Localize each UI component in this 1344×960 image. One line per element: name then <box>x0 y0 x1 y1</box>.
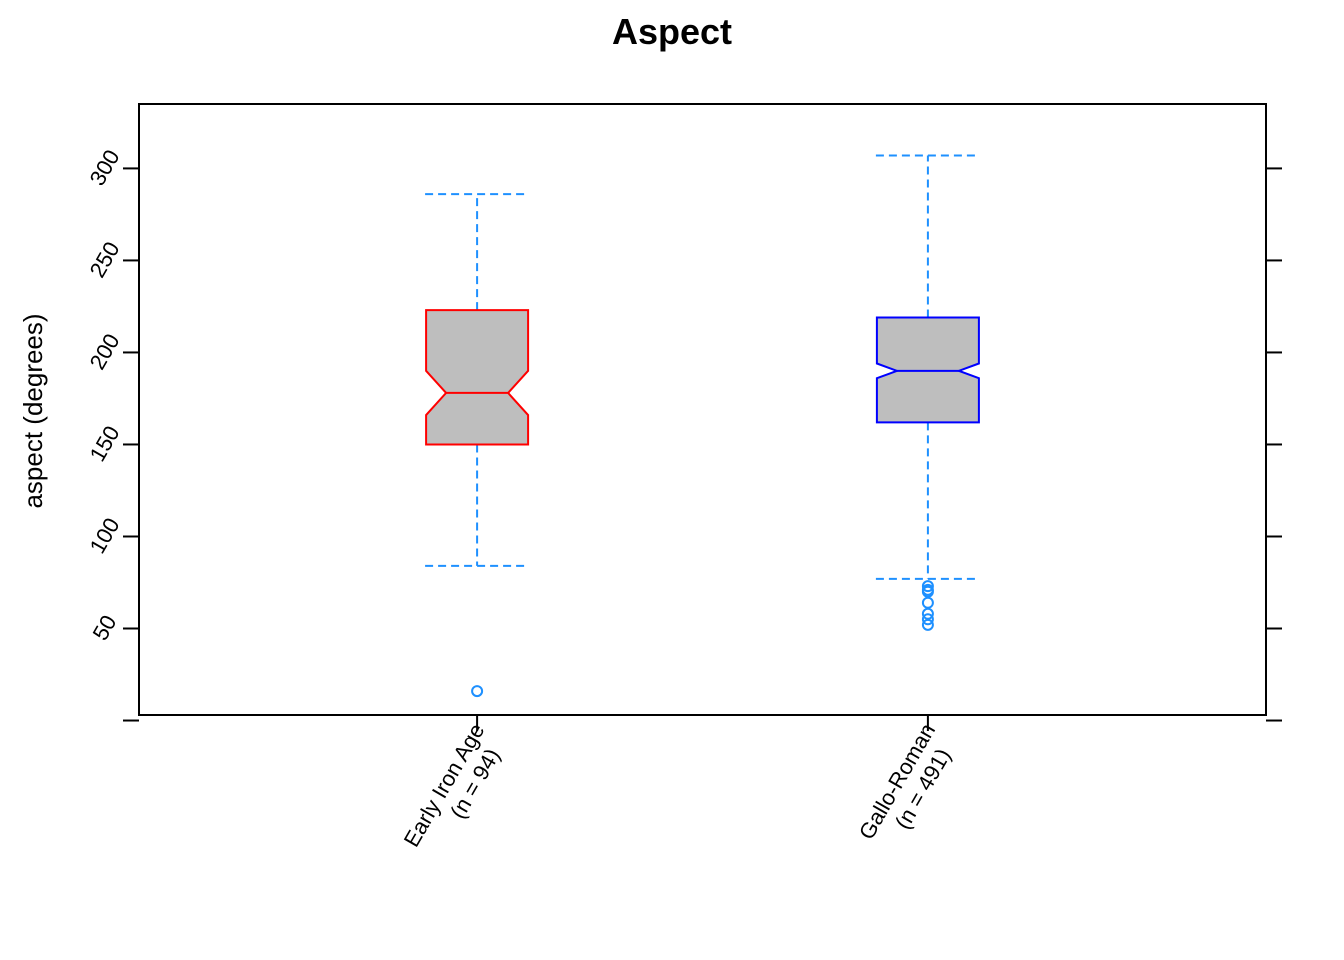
box-body <box>425 309 530 446</box>
box-group: Early Iron Age(n = 94) <box>399 193 530 864</box>
y-tick-label: 100 <box>85 513 125 557</box>
y-tick-label: 200 <box>85 329 125 373</box>
y-axis-label: aspect (degrees) <box>18 313 48 508</box>
outlier-point <box>921 613 934 626</box>
category-label: Gallo-Roman(n = 491) <box>854 719 963 857</box>
y-tick-label: 250 <box>85 237 125 281</box>
outlier-point <box>471 685 484 698</box>
y-tick-label: 50 <box>88 611 122 645</box>
outlier-point <box>921 618 934 631</box>
chart-title: Aspect <box>612 11 732 52</box>
y-tick-label: 150 <box>85 421 125 465</box>
box-group: Gallo-Roman(n = 491) <box>854 154 980 857</box>
outlier-point <box>921 607 934 620</box>
y-tick-label: 300 <box>85 145 125 189</box>
box-series: Early Iron Age(n = 94) Gallo-Roman(n = 49… <box>399 154 980 864</box>
plot-frame <box>138 103 1267 716</box>
outlier-point <box>921 596 934 609</box>
outlier-point <box>921 580 934 593</box>
outlier-point <box>921 585 934 598</box>
axis-ticks: 50 100 150 200 250 300 <box>85 145 1282 722</box>
category-label: Early Iron Age(n = 94) <box>399 719 512 864</box>
